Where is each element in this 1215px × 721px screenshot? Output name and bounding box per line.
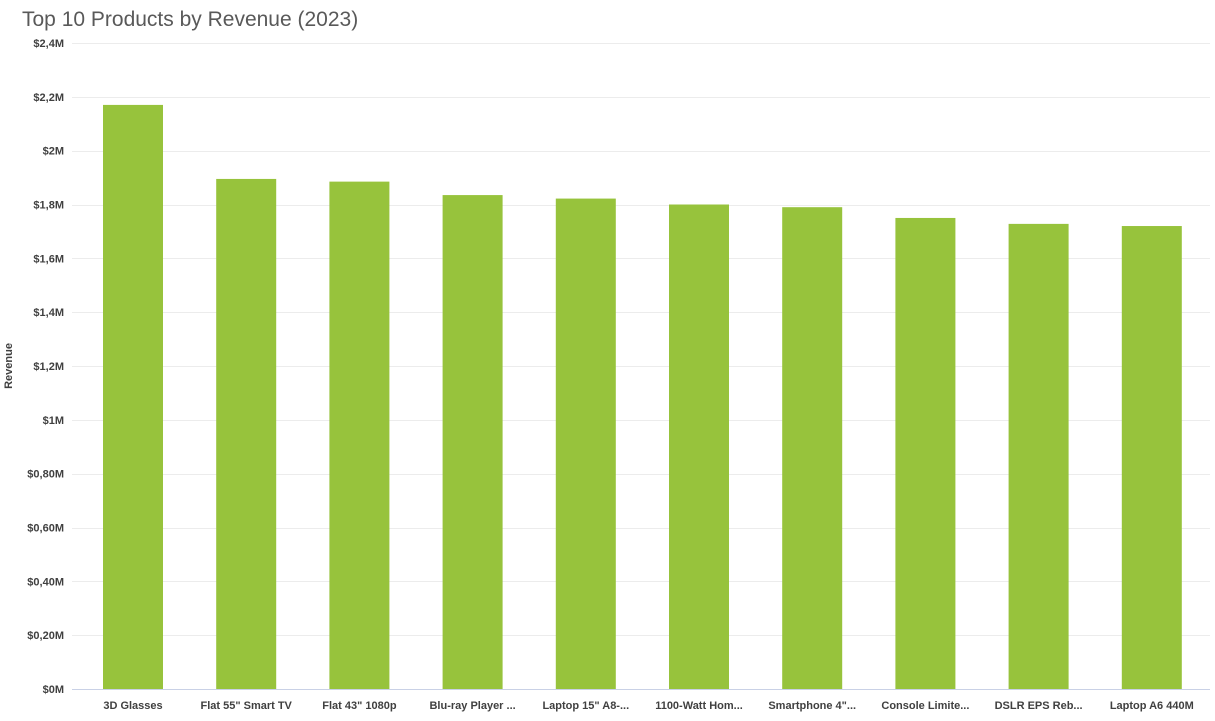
bar-9[interactable] [1008, 223, 1069, 689]
y-axis-label: Revenue [3, 343, 15, 389]
bar-5[interactable] [555, 198, 616, 689]
y-tick-label: $1,8M [33, 200, 64, 212]
x-axis-ticks: 3D Glasses Flat 55" Smart TV Flat 43" 1080… [103, 700, 1193, 712]
y-tick-label: $2,2M [33, 92, 64, 104]
bar-1[interactable] [103, 104, 163, 690]
y-tick-label: $0,60M [27, 523, 64, 535]
y-tick-label: $2M [43, 146, 64, 158]
y-tick-label: $1M [43, 415, 64, 427]
bar-8[interactable] [895, 217, 956, 690]
x-tick-label: Flat 55" Smart TV [200, 700, 292, 712]
bar-6[interactable] [669, 204, 729, 690]
x-tick-label: DSLR EPS Reb... [995, 700, 1083, 712]
y-tick-label: $2,4M [33, 38, 64, 50]
y-axis-ticks: $0M $0,20M $0,40M $0,60M $0,80M $1M $1,2M $1,4M… [27, 38, 64, 696]
chart-title: Top 10 Products by Revenue (2023) [22, 8, 358, 31]
y-tick-label: $0,20M [27, 630, 64, 642]
x-tick-label: Smartphone 4"... [768, 700, 856, 712]
x-tick-label: Blu-ray Player ... [429, 700, 515, 712]
bar-2[interactable] [216, 178, 277, 689]
bar-3[interactable] [329, 181, 390, 689]
bar-10[interactable] [1121, 226, 1182, 690]
x-tick-label: Laptop A6 440M [1110, 700, 1194, 712]
bar-4[interactable] [442, 195, 503, 689]
x-tick-label: Laptop 15" A8-... [542, 700, 629, 712]
bars [103, 104, 1182, 690]
x-tick-label: Console Limite... [881, 700, 969, 712]
y-tick-label: $1,4M [33, 307, 64, 319]
y-tick-label: $0,40M [27, 576, 64, 588]
x-tick-label: 3D Glasses [103, 700, 162, 712]
bar-7[interactable] [782, 207, 843, 690]
x-tick-label: 1100-Watt Hom... [655, 700, 743, 712]
y-tick-label: $0,80M [27, 469, 64, 481]
y-tick-label: $1,6M [33, 253, 64, 265]
x-tick-label: Flat 43" 1080p [322, 700, 397, 712]
y-tick-label: $1,2M [33, 361, 64, 373]
y-tick-label: $0M [43, 684, 64, 696]
